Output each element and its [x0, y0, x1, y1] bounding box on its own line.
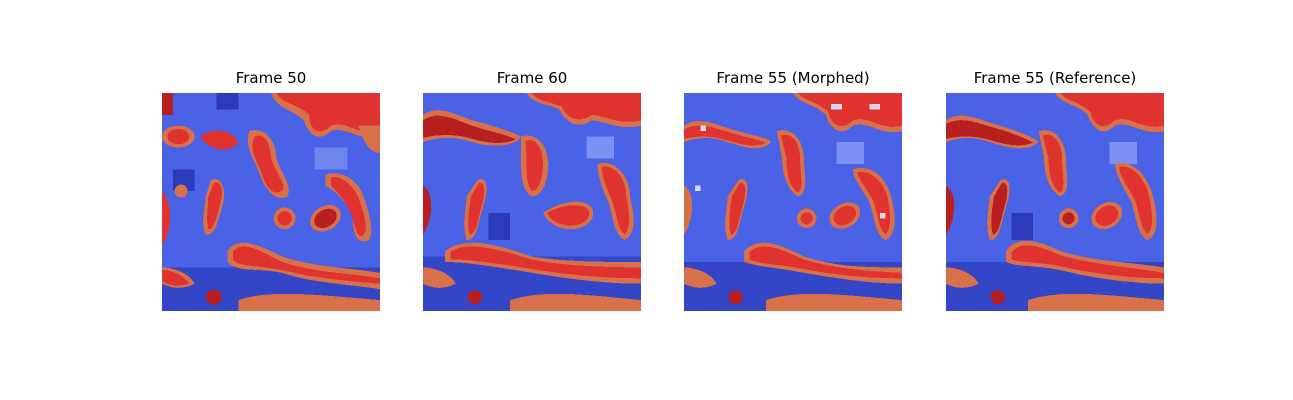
panel-title: Frame 60	[496, 69, 568, 87]
pattern-image	[162, 93, 380, 311]
panel-frame-60: Frame 60	[423, 66, 641, 311]
pattern-image	[423, 93, 641, 311]
panel-frame-55-reference: Frame 55 (Reference)	[946, 66, 1164, 311]
panel-frame-55-morphed: Frame 55 (Morphed)	[684, 66, 902, 311]
panel-frame-50: Frame 50	[162, 66, 380, 311]
panel-title: Frame 55 (Morphed)	[716, 69, 870, 87]
panel-title: Frame 50	[235, 69, 307, 87]
pattern-image	[946, 93, 1164, 311]
panel-title: Frame 55 (Reference)	[973, 69, 1137, 87]
pattern-image	[684, 93, 902, 311]
